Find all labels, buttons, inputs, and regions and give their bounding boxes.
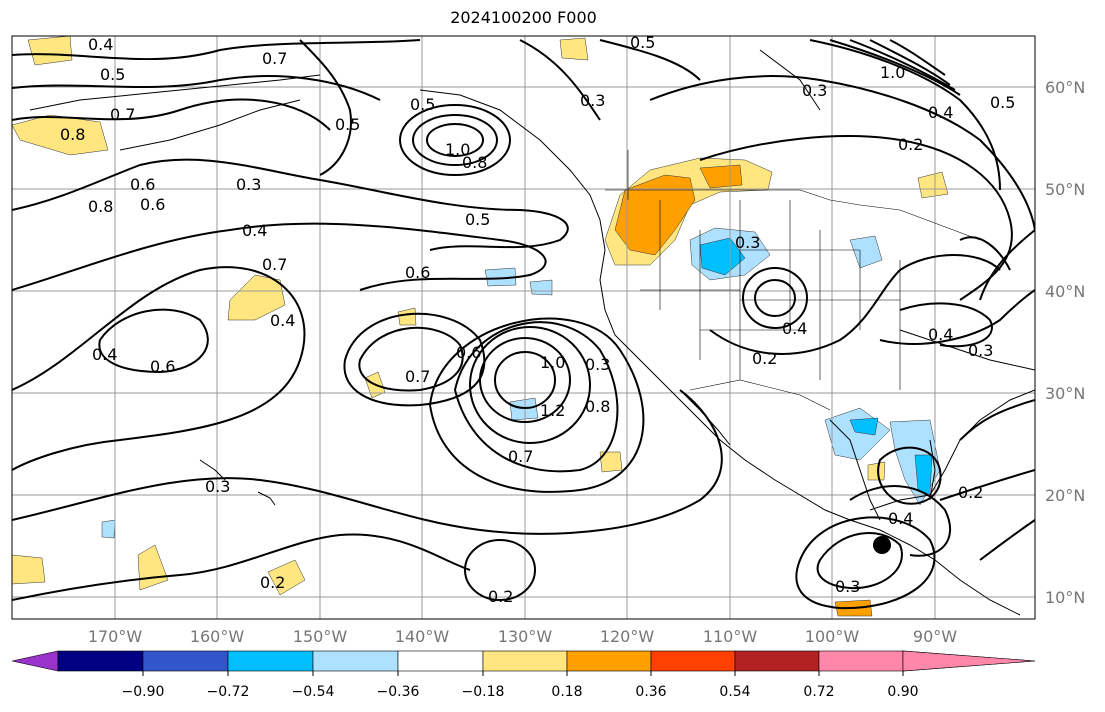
contour-label: 0.2 xyxy=(958,483,983,502)
lon-label-100w: 100°W xyxy=(805,627,860,646)
contour-lines xyxy=(12,39,1035,610)
colorbar-extend-low xyxy=(11,650,59,672)
colorbar-tick-label: 0.90 xyxy=(887,684,918,700)
contour-label: 0.3 xyxy=(205,477,230,496)
colorbar-segment xyxy=(397,650,484,672)
lat-label-50n: 50°N xyxy=(1045,180,1085,199)
contour-label: 0.8 xyxy=(462,153,487,172)
contour-label: 1.0 xyxy=(445,140,470,159)
colorbar-segment xyxy=(142,650,229,672)
contour-label: 0.3 xyxy=(735,233,760,252)
colorbar-tick-label: −0.72 xyxy=(207,684,250,700)
lon-label-150w: 150°W xyxy=(293,627,348,646)
lon-label-130w: 130°W xyxy=(498,627,553,646)
lat-label-30n: 30°N xyxy=(1045,384,1085,403)
contour-label: 0.3 xyxy=(580,91,605,110)
colorbar-tick-label: −0.36 xyxy=(377,684,420,700)
contour-label: 0.7 xyxy=(110,105,135,124)
lon-label-160w: 160°W xyxy=(190,627,245,646)
contour-label: 0.4 xyxy=(88,35,113,54)
contour-label: 0.4 xyxy=(242,221,267,240)
lon-label-170w: 170°W xyxy=(88,627,143,646)
contour-label: 0.8 xyxy=(585,397,610,416)
colorbar-segment xyxy=(566,650,652,672)
contour-label: 0.3 xyxy=(968,341,993,360)
colorbar-tick-label: −0.54 xyxy=(292,684,335,700)
colorbar-segment xyxy=(734,650,820,672)
contour-label: 0.2 xyxy=(752,349,777,368)
contour-label: 1.2 xyxy=(540,401,565,420)
contour-label: 0.3 xyxy=(236,175,261,194)
contour-label: 0.7 xyxy=(405,367,430,386)
contour-label: 0.5 xyxy=(630,33,655,52)
contour-label: 0.5 xyxy=(465,210,490,229)
colorbar-segment xyxy=(227,650,314,672)
contour-label: 0.2 xyxy=(260,573,285,592)
colorbar-tick-label: 0.72 xyxy=(803,684,834,700)
lon-label-140w: 140°W xyxy=(395,627,450,646)
gridlines xyxy=(12,36,1035,619)
contour-label: 0.4 xyxy=(888,509,913,528)
map-area: 0.4 0.5 0.7 0.5 0.3 0.8 0.7 0.6 0.6 0.3 … xyxy=(12,33,1035,619)
contour-label: 0.7 xyxy=(508,447,533,466)
colorbar-tick-label: 0.36 xyxy=(635,684,666,700)
contour-label: 0.8 xyxy=(88,197,113,216)
contour-labels: 0.4 0.5 0.7 0.5 0.3 0.8 0.7 0.6 0.6 0.3 … xyxy=(60,33,1015,606)
lat-label-40n: 40°N xyxy=(1045,282,1085,301)
contour-label: 0.3 xyxy=(802,81,827,100)
contour-label: 0.5 xyxy=(335,115,360,134)
contour-label: 0.4 xyxy=(928,325,953,344)
contour-label: 0.4 xyxy=(782,319,807,338)
contour-label: 0.6 xyxy=(140,195,165,214)
contour-label: 0.2 xyxy=(898,135,923,154)
contour-label: 0.2 xyxy=(488,587,513,606)
contour-label: 0.7 xyxy=(262,49,287,68)
colorbar-segment xyxy=(312,650,399,672)
contour-label: 0.4 xyxy=(92,345,117,364)
colorbar-segment xyxy=(818,650,904,672)
contour-label: 0.8 xyxy=(60,125,85,144)
colorbar-tick-label: 0.18 xyxy=(551,684,582,700)
lat-label-60n: 60°N xyxy=(1045,78,1085,97)
latitude-labels: 60°N 50°N 40°N 30°N 20°N 10°N xyxy=(1045,78,1085,607)
lon-label-120w: 120°W xyxy=(600,627,655,646)
map-frame xyxy=(11,35,1036,620)
political-borders xyxy=(605,150,981,411)
contour-label: 0.5 xyxy=(100,65,125,84)
contour-label: 1.0 xyxy=(880,63,905,82)
colorbar-tick-label: 0.54 xyxy=(719,684,750,700)
contour-label: 0.7 xyxy=(262,255,287,274)
contour-label: 0.6 xyxy=(130,175,155,194)
lon-label-110w: 110°W xyxy=(703,627,758,646)
contour-label: 0.3 xyxy=(585,355,610,374)
contour-label: 0.6 xyxy=(456,343,481,362)
contour-label: 0.6 xyxy=(405,263,430,282)
colorbar-tick-labels: −0.90 −0.72 −0.54 −0.36 −0.18 0.18 0.36 … xyxy=(122,684,919,700)
colorbar-segment xyxy=(57,650,144,672)
contour-label: 0.4 xyxy=(928,103,953,122)
contour-label: 0.3 xyxy=(835,577,860,596)
contour-label: 1.0 xyxy=(540,353,565,372)
contour-label: 0.5 xyxy=(410,95,435,114)
contour-label: 0.4 xyxy=(270,311,295,330)
colorbar-segment xyxy=(482,650,568,672)
colorbar-segment xyxy=(650,650,736,672)
storm-marker xyxy=(873,536,891,554)
lat-label-10n: 10°N xyxy=(1045,588,1085,607)
longitude-labels: 170°W 160°W 150°W 140°W 130°W 120°W 110°… xyxy=(88,627,957,646)
coastlines xyxy=(29,49,1035,616)
lon-label-90w: 90°W xyxy=(913,627,957,646)
contour-label: 0.6 xyxy=(150,357,175,376)
colorbar-ticks xyxy=(142,671,904,676)
lat-label-20n: 20°N xyxy=(1045,486,1085,505)
map-title: 2024100200 F000 xyxy=(450,8,597,27)
colorbar-tick-label: −0.18 xyxy=(462,684,505,700)
colorbar xyxy=(11,650,1036,672)
contour-label: 0.5 xyxy=(990,93,1015,112)
colorbar-tick-label: −0.90 xyxy=(122,684,165,700)
